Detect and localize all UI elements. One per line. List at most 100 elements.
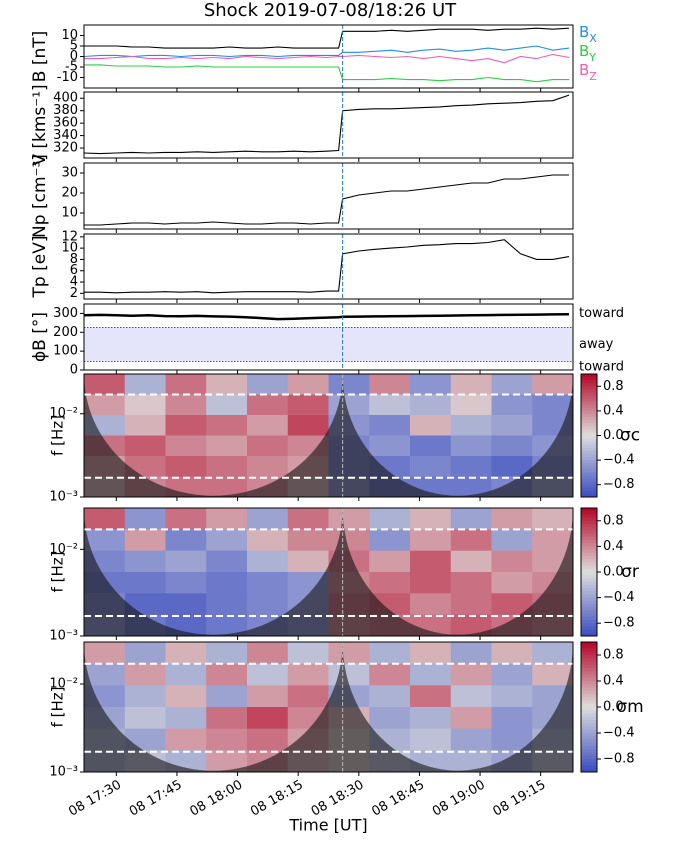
heat-cell (491, 435, 533, 457)
colorbar-step (581, 487, 597, 492)
heat-cell (247, 435, 289, 457)
colorbar-step (581, 604, 597, 608)
heat-cell (491, 572, 533, 594)
colorbar-step (581, 729, 597, 734)
x-tick-label: 08 18:45 (369, 778, 427, 820)
heat-cell (206, 529, 248, 552)
colorbar-step (581, 742, 597, 747)
data-line (84, 64, 569, 83)
colorbar-step (581, 457, 597, 461)
colorbar-step (581, 616, 597, 621)
colorbar-tick-label: 0.8 (603, 648, 624, 663)
colorbar-step (581, 417, 597, 421)
colorbar-step (581, 713, 597, 718)
away-sector (84, 327, 573, 362)
colorbar-step (581, 710, 597, 714)
heat-cell (84, 663, 126, 686)
heat-cell (206, 663, 248, 686)
heat-cell (491, 663, 533, 686)
heat-cell (124, 685, 166, 708)
heat-cell (532, 642, 574, 665)
heat-cell (165, 374, 207, 395)
heat-cell (124, 415, 166, 436)
y-axis-label: B [nT] (30, 31, 50, 83)
colorbar-label: σr (621, 562, 639, 582)
colorbar-step (581, 517, 597, 522)
heat-cell (247, 550, 289, 573)
colorbar-step (581, 383, 597, 387)
colorbar-step (581, 726, 597, 731)
heat-cell (287, 374, 329, 395)
legend-entry: BY (579, 42, 596, 64)
heat-cell (247, 508, 289, 530)
colorbar-step (581, 490, 597, 495)
heat-cell (165, 685, 207, 708)
x-tick-label: 08 17:45 (127, 778, 185, 820)
heat-cell (206, 685, 248, 708)
heat-cell (247, 728, 289, 751)
colorbar-step (581, 723, 597, 727)
colorbar-step (581, 697, 597, 701)
colorbar-step (581, 661, 597, 666)
colorbar-step (581, 413, 597, 418)
y-tick-label: 10⁻³ (49, 629, 78, 644)
colorbar-step (581, 620, 597, 624)
colorbar-step (581, 493, 597, 498)
heat-cell (206, 550, 248, 573)
heat-cell (165, 394, 207, 416)
sector-label: away (579, 337, 614, 352)
heat-cell (450, 707, 492, 730)
colorbar-step (581, 450, 597, 455)
colorbar-step (581, 386, 597, 390)
heat-cell (369, 707, 411, 730)
colorbar-step (581, 481, 597, 486)
heat-cell (165, 550, 207, 573)
colorbar-step (581, 562, 597, 567)
heat-cell (491, 728, 533, 751)
heat-cell (328, 642, 370, 665)
heat-cell (328, 508, 370, 530)
heat-cell (410, 456, 452, 477)
cone-of-influence (342, 374, 573, 497)
colorbar-step (581, 420, 597, 424)
colorbar-step (581, 469, 597, 473)
heat-cell (491, 394, 533, 416)
colorbar-step (581, 597, 597, 602)
heat-cell (410, 529, 452, 552)
heat-cell (369, 572, 411, 594)
colorbar-step (581, 524, 597, 528)
x-tick-label: 08 19:15 (491, 778, 549, 820)
heat-cell (124, 550, 166, 573)
colorbar-step (581, 460, 597, 464)
heat-cell (491, 529, 533, 552)
y-tick-label: 10⁻² (49, 406, 78, 421)
y-axis-label: f [Hz] (49, 415, 67, 456)
y-tick-label: 8 (70, 252, 78, 267)
colorbar-tick-label: 0.0 (603, 700, 624, 715)
colorbar-step (581, 749, 597, 753)
heat-cell (206, 614, 248, 637)
colorbar-step (581, 559, 597, 563)
heat-cell (247, 394, 289, 416)
heat-cell (410, 374, 452, 395)
colorbar-step (581, 374, 597, 378)
y-tick-label: 6 (70, 263, 78, 278)
colorbar-step (581, 377, 597, 381)
colorbar-step (581, 762, 597, 766)
heat-cell (287, 685, 329, 708)
heat-cell (165, 435, 207, 457)
colorbar-step (581, 588, 597, 592)
y-tick-label: 400 (53, 91, 78, 106)
cone-of-influence (84, 374, 343, 497)
heat-cell (450, 508, 492, 530)
heat-cell (410, 415, 452, 436)
legend-entry: BZ (579, 61, 597, 83)
heat-cell (450, 593, 492, 616)
colorbar-step (581, 591, 597, 595)
y-axis-label: Tp [eV] (30, 236, 50, 299)
heat-cell (450, 728, 492, 751)
colorbar-step (581, 514, 597, 519)
heat-cell (206, 508, 248, 530)
data-line (83, 45, 570, 58)
colorbar-step (581, 540, 597, 544)
